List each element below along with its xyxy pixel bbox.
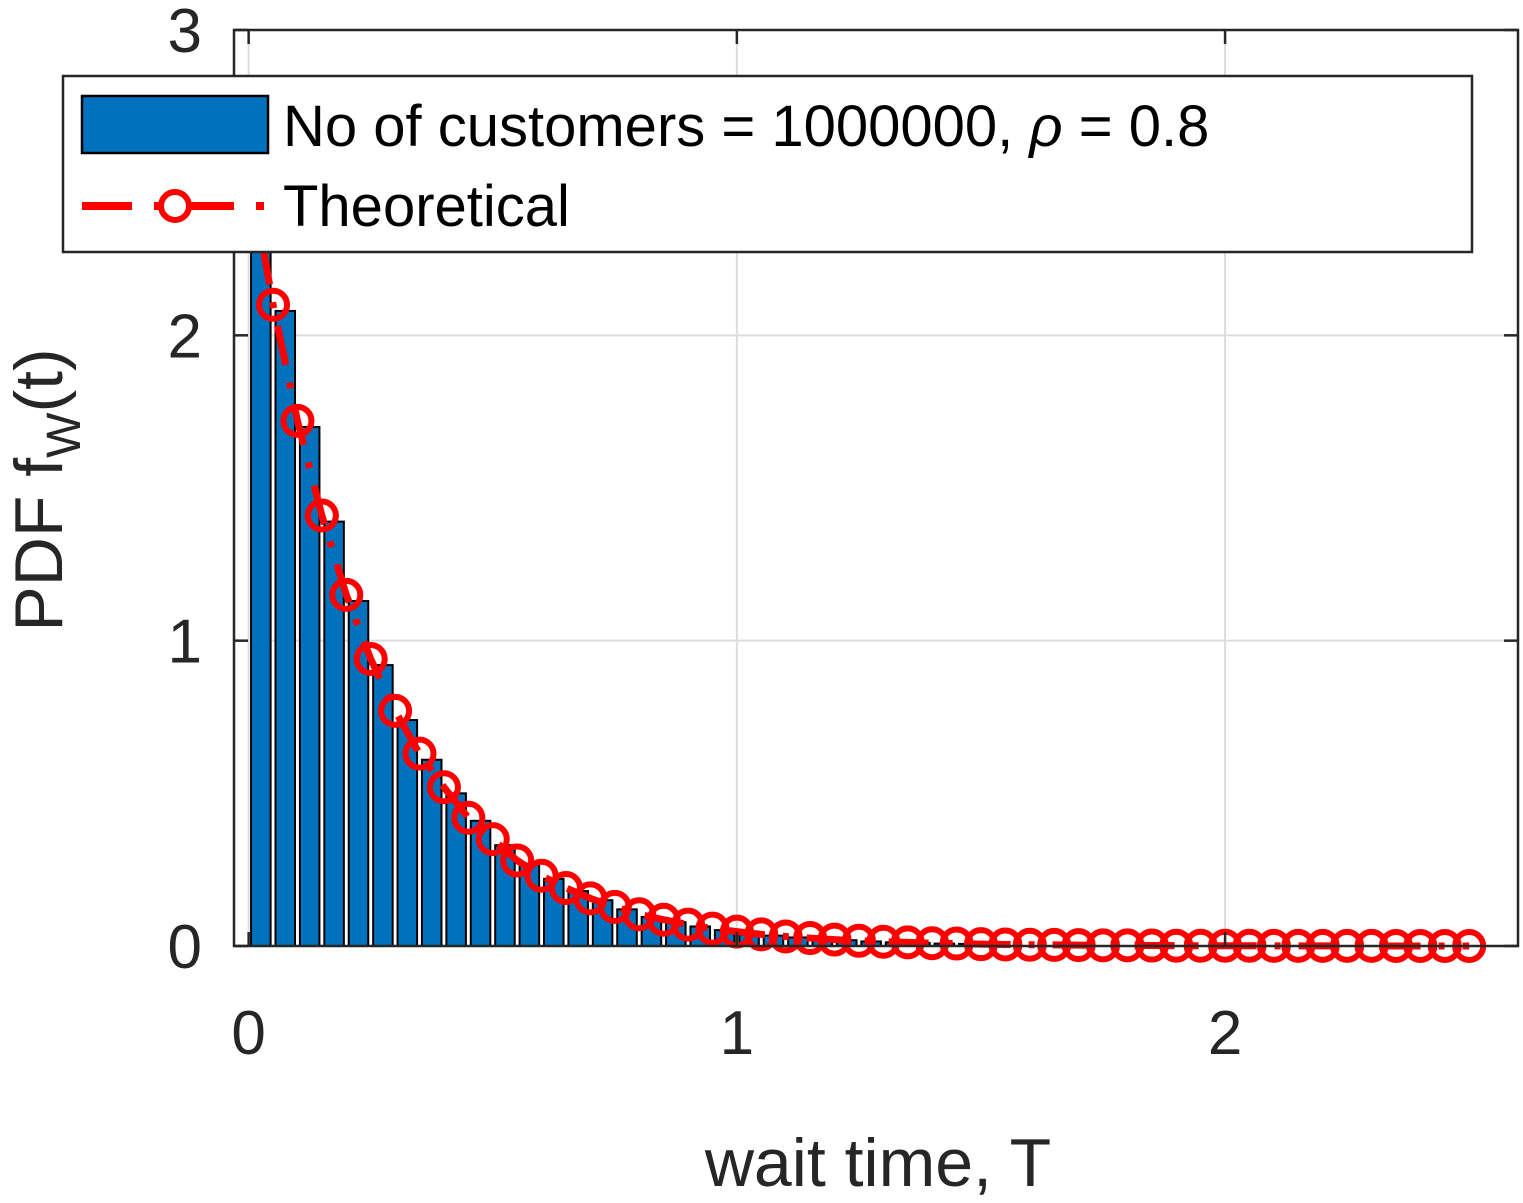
legend-label-theoretical: Theoretical <box>283 174 570 239</box>
theoretical-point <box>378 693 413 728</box>
y-tick-label: 0 <box>168 913 202 982</box>
theoretical-point <box>500 843 535 878</box>
theoretical-point <box>353 641 388 676</box>
theoretical-point <box>256 287 291 322</box>
theoretical-point <box>280 403 315 438</box>
theoretical-point <box>475 822 510 857</box>
theoretical-point <box>695 911 730 946</box>
legend-swatch-histogram <box>80 94 270 155</box>
y-axis-label-subscript: W <box>38 412 91 458</box>
theoretical-point <box>793 921 828 956</box>
theoretical-point <box>744 917 779 952</box>
theoretical-point <box>426 770 461 805</box>
axis-ticks: 0 1 2 0 1 2 3 <box>168 0 1518 1068</box>
y-axis-label-main: PDF f <box>1 458 77 632</box>
x-tick-label: 2 <box>1208 999 1242 1068</box>
x-tick-label: 1 <box>720 999 754 1068</box>
legend-box <box>61 74 1474 254</box>
theoretical-point <box>939 926 974 961</box>
x-axis-label: wait time, T <box>704 1125 1051 1201</box>
theoretical-point <box>329 577 364 612</box>
theoretical-point <box>304 498 339 533</box>
legend: No of customers = 1000000, ρ = 0.8 Theor… <box>61 74 1474 254</box>
y-tick-label: 1 <box>168 608 202 677</box>
y-tick-label: 3 <box>168 0 202 66</box>
theoretical-point <box>988 927 1023 962</box>
theoretical-point <box>866 924 901 959</box>
y-axis-label: PDF fW(t) <box>1 348 91 631</box>
legend-label-histogram-suffix: = 0.8 <box>1063 94 1210 159</box>
theoretical-point <box>890 925 925 960</box>
legend-label-histogram: No of customers = 1000000, ρ = 0.8 <box>283 94 1209 159</box>
legend-swatch-theoretical-marker <box>158 189 192 223</box>
theoretical-point <box>817 922 852 957</box>
legend-label-histogram-prefix: No of customers = 1000000, <box>283 94 1029 159</box>
theoretical-point <box>768 919 803 954</box>
legend-label-histogram-symbol: ρ <box>1027 94 1062 159</box>
x-tick-label: 0 <box>231 999 265 1068</box>
theoretical-point <box>841 923 876 958</box>
y-tick-label: 2 <box>168 302 202 371</box>
theoretical-point <box>915 926 950 961</box>
y-axis-label-suffix: (t) <box>1 348 77 412</box>
histogram-bar <box>250 242 272 947</box>
plot-area-frame <box>232 28 1520 948</box>
theoretical-point <box>402 736 437 771</box>
theoretical-point <box>963 927 998 962</box>
theoretical-point <box>451 800 486 835</box>
